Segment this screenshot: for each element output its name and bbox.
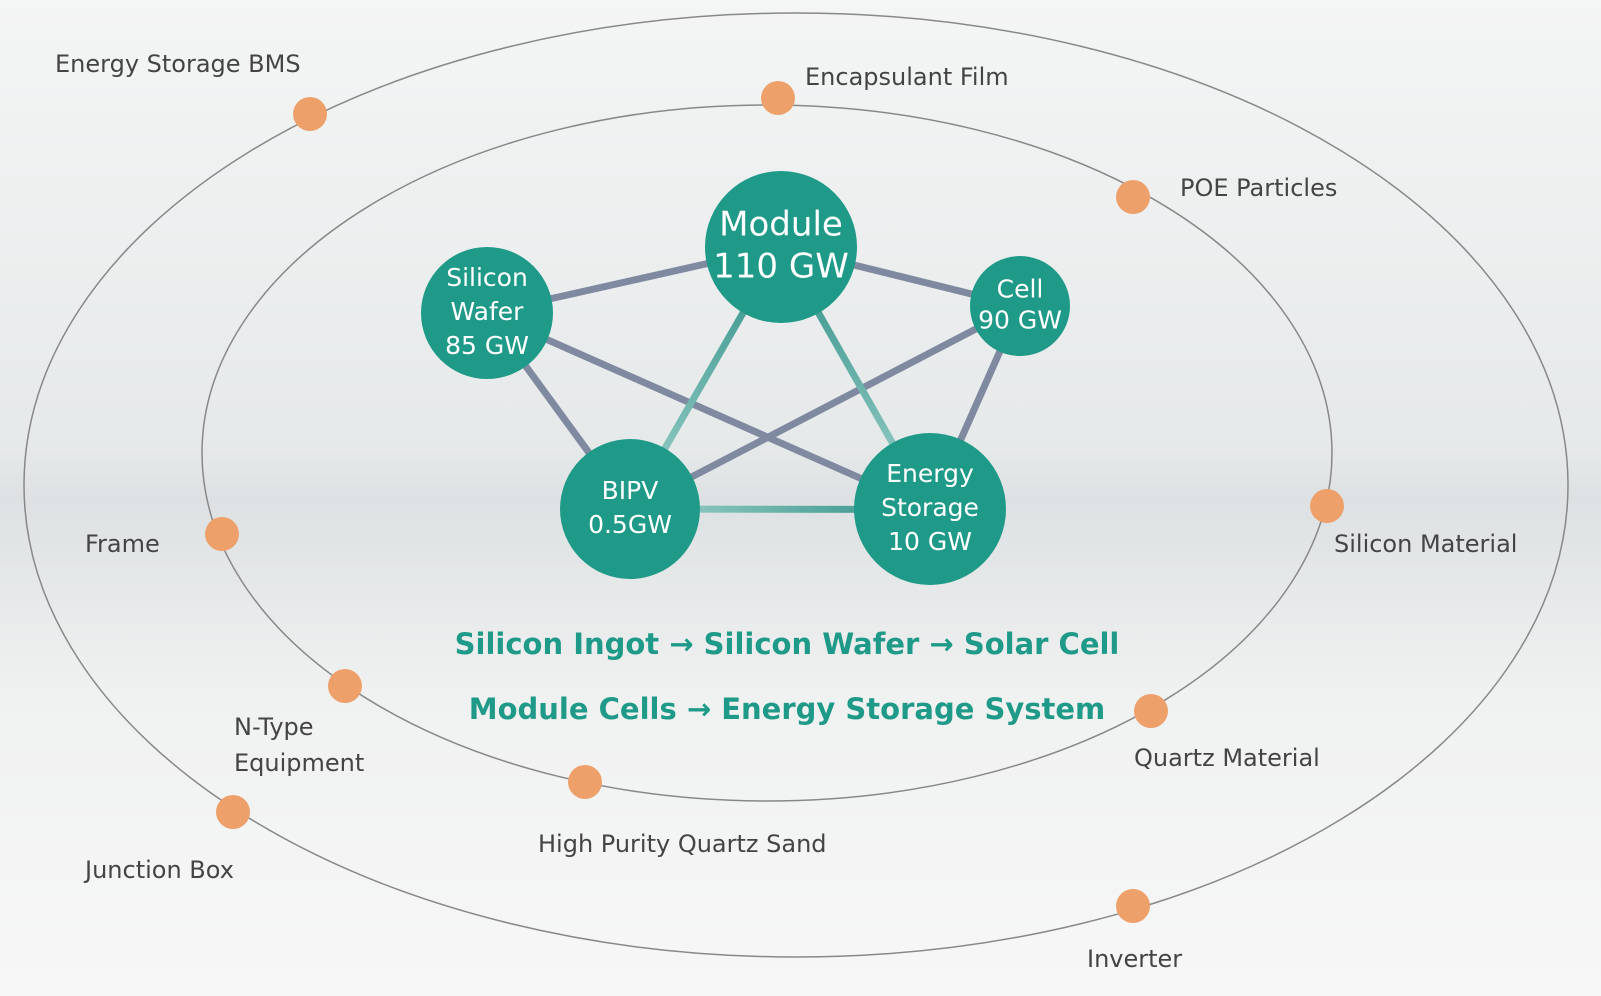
satellite-dot: [568, 765, 602, 799]
node-label: Module: [719, 205, 843, 245]
outer-ring: [23, 12, 1569, 958]
satellite-label: N-Type: [234, 713, 314, 741]
node-circle: [421, 247, 553, 379]
link: [628, 302, 1022, 513]
satellite-dot: [1310, 489, 1344, 523]
node-circle: [854, 433, 1006, 585]
satellite-dot: [1134, 694, 1168, 728]
node-label: 110 GW: [713, 247, 849, 287]
node-label: Energy: [886, 459, 974, 488]
satellite-label: Silicon Material: [1334, 530, 1517, 558]
node-label: Wafer: [451, 297, 525, 326]
satellite-label: Frame: [85, 530, 160, 558]
satellite-dot: [761, 81, 795, 115]
node-circle: [560, 439, 700, 579]
node-label: Silicon: [446, 263, 528, 292]
satellite-label: Energy Storage BMS: [55, 50, 301, 78]
satellite-label: Junction Box: [83, 856, 234, 884]
satellite-dot: [1116, 180, 1150, 214]
satellite-label: POE Particles: [1180, 174, 1337, 202]
satellite-label: Quartz Material: [1134, 744, 1320, 772]
satellite-label: Encapsulant Film: [805, 63, 1009, 91]
flow-text: Silicon Ingot → Silicon Wafer → Solar Ce…: [455, 627, 1120, 661]
satellite-label: High Purity Quartz Sand: [538, 830, 827, 858]
node-label: Cell: [997, 275, 1044, 304]
node-label: 85 GW: [445, 331, 529, 360]
satellite-dot: [216, 795, 250, 829]
node-label: Storage: [881, 493, 979, 522]
satellite-dot: [205, 517, 239, 551]
node-label: 0.5GW: [588, 510, 672, 539]
node-label: 90 GW: [978, 306, 1062, 335]
node-circle: [705, 171, 857, 323]
satellite-dot: [328, 669, 362, 703]
link: [485, 309, 932, 513]
satellite-label: Equipment: [234, 749, 364, 777]
node-circle: [970, 256, 1070, 356]
flow-text: Module Cells → Energy Storage System: [469, 692, 1106, 726]
satellite-dot: [1116, 889, 1150, 923]
satellite-dot: [293, 97, 327, 131]
node-label: BIPV: [602, 476, 659, 505]
satellite-label: Inverter: [1087, 945, 1182, 973]
node-label: 10 GW: [888, 527, 972, 556]
satellites: Energy Storage BMS Encapsulant Film POE Pa…: [55, 50, 1517, 973]
